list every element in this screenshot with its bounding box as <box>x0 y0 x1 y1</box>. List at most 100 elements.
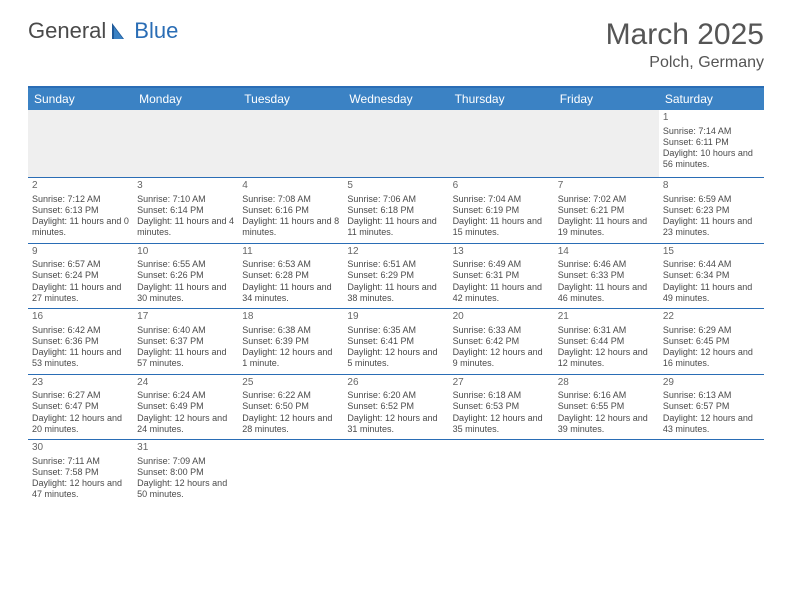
calendar-cell-blank <box>343 110 448 177</box>
sunrise-text: Sunrise: 6:20 AM <box>347 390 444 401</box>
calendar-cell: 7Sunrise: 7:02 AMSunset: 6:21 PMDaylight… <box>554 178 659 243</box>
calendar-cell: 18Sunrise: 6:38 AMSunset: 6:39 PMDayligh… <box>238 309 343 374</box>
daylight-text: Daylight: 11 hours and 27 minutes. <box>32 282 129 305</box>
daylight-text: Daylight: 10 hours and 56 minutes. <box>663 148 760 171</box>
sunset-text: Sunset: 6:29 PM <box>347 270 444 281</box>
weekday-label: Sunday <box>28 88 133 110</box>
day-number: 14 <box>558 246 655 259</box>
day-number: 17 <box>137 311 234 324</box>
weekday-label: Saturday <box>659 88 764 110</box>
calendar-cell: 11Sunrise: 6:53 AMSunset: 6:28 PMDayligh… <box>238 244 343 309</box>
calendar-cell: 21Sunrise: 6:31 AMSunset: 6:44 PMDayligh… <box>554 309 659 374</box>
sunset-text: Sunset: 7:58 PM <box>32 467 129 478</box>
sunrise-text: Sunrise: 6:46 AM <box>558 259 655 270</box>
daylight-text: Daylight: 12 hours and 24 minutes. <box>137 413 234 436</box>
sunrise-text: Sunrise: 6:42 AM <box>32 325 129 336</box>
sunrise-text: Sunrise: 6:38 AM <box>242 325 339 336</box>
sunset-text: Sunset: 6:26 PM <box>137 270 234 281</box>
daylight-text: Daylight: 11 hours and 8 minutes. <box>242 216 339 239</box>
weekday-label: Monday <box>133 88 238 110</box>
calendar-cell-blank <box>28 110 133 177</box>
calendar-week: 30Sunrise: 7:11 AMSunset: 7:58 PMDayligh… <box>28 440 764 505</box>
sunset-text: Sunset: 6:45 PM <box>663 336 760 347</box>
sunrise-text: Sunrise: 7:09 AM <box>137 456 234 467</box>
calendar-cell-blank <box>238 110 343 177</box>
sunset-text: Sunset: 6:24 PM <box>32 270 129 281</box>
day-number: 23 <box>32 377 129 390</box>
calendar-cell: 4Sunrise: 7:08 AMSunset: 6:16 PMDaylight… <box>238 178 343 243</box>
day-number: 25 <box>242 377 339 390</box>
calendar-cell: 30Sunrise: 7:11 AMSunset: 7:58 PMDayligh… <box>28 440 133 505</box>
calendar-cell: 10Sunrise: 6:55 AMSunset: 6:26 PMDayligh… <box>133 244 238 309</box>
sunrise-text: Sunrise: 7:10 AM <box>137 194 234 205</box>
daylight-text: Daylight: 11 hours and 49 minutes. <box>663 282 760 305</box>
calendar-cell-blank <box>449 110 554 177</box>
calendar-cell-blank <box>238 440 343 505</box>
calendar-cell: 6Sunrise: 7:04 AMSunset: 6:19 PMDaylight… <box>449 178 554 243</box>
day-number: 19 <box>347 311 444 324</box>
weekday-header: SundayMondayTuesdayWednesdayThursdayFrid… <box>28 88 764 110</box>
daylight-text: Daylight: 12 hours and 28 minutes. <box>242 413 339 436</box>
day-number: 8 <box>663 180 760 193</box>
sunrise-text: Sunrise: 6:51 AM <box>347 259 444 270</box>
daylight-text: Daylight: 11 hours and 53 minutes. <box>32 347 129 370</box>
day-number: 12 <box>347 246 444 259</box>
sunrise-text: Sunrise: 7:08 AM <box>242 194 339 205</box>
logo-text-1: General <box>28 18 106 44</box>
calendar-cell: 16Sunrise: 6:42 AMSunset: 6:36 PMDayligh… <box>28 309 133 374</box>
calendar-cell: 20Sunrise: 6:33 AMSunset: 6:42 PMDayligh… <box>449 309 554 374</box>
day-number: 29 <box>663 377 760 390</box>
day-number: 24 <box>137 377 234 390</box>
calendar-cell: 9Sunrise: 6:57 AMSunset: 6:24 PMDaylight… <box>28 244 133 309</box>
weekday-label: Wednesday <box>343 88 448 110</box>
day-number: 18 <box>242 311 339 324</box>
day-number: 3 <box>137 180 234 193</box>
sunrise-text: Sunrise: 6:29 AM <box>663 325 760 336</box>
sunset-text: Sunset: 6:16 PM <box>242 205 339 216</box>
daylight-text: Daylight: 12 hours and 12 minutes. <box>558 347 655 370</box>
sunrise-text: Sunrise: 6:49 AM <box>453 259 550 270</box>
sunrise-text: Sunrise: 7:02 AM <box>558 194 655 205</box>
calendar-cell-blank <box>449 440 554 505</box>
calendar-cell: 27Sunrise: 6:18 AMSunset: 6:53 PMDayligh… <box>449 375 554 440</box>
daylight-text: Daylight: 11 hours and 23 minutes. <box>663 216 760 239</box>
daylight-text: Daylight: 12 hours and 31 minutes. <box>347 413 444 436</box>
day-number: 6 <box>453 180 550 193</box>
day-number: 21 <box>558 311 655 324</box>
daylight-text: Daylight: 12 hours and 39 minutes. <box>558 413 655 436</box>
day-number: 2 <box>32 180 129 193</box>
daylight-text: Daylight: 11 hours and 34 minutes. <box>242 282 339 305</box>
sunset-text: Sunset: 6:39 PM <box>242 336 339 347</box>
sunset-text: Sunset: 6:50 PM <box>242 401 339 412</box>
daylight-text: Daylight: 11 hours and 30 minutes. <box>137 282 234 305</box>
day-number: 16 <box>32 311 129 324</box>
calendar-cell: 14Sunrise: 6:46 AMSunset: 6:33 PMDayligh… <box>554 244 659 309</box>
day-number: 22 <box>663 311 760 324</box>
month-title: March 2025 <box>606 18 764 52</box>
day-number: 11 <box>242 246 339 259</box>
sunset-text: Sunset: 6:41 PM <box>347 336 444 347</box>
calendar-cell-blank <box>554 440 659 505</box>
calendar-week: 1Sunrise: 7:14 AMSunset: 6:11 PMDaylight… <box>28 110 764 178</box>
daylight-text: Daylight: 12 hours and 43 minutes. <box>663 413 760 436</box>
day-number: 10 <box>137 246 234 259</box>
day-number: 20 <box>453 311 550 324</box>
day-number: 1 <box>663 112 760 125</box>
day-number: 9 <box>32 246 129 259</box>
sunrise-text: Sunrise: 6:18 AM <box>453 390 550 401</box>
daylight-text: Daylight: 11 hours and 0 minutes. <box>32 216 129 239</box>
sunrise-text: Sunrise: 6:33 AM <box>453 325 550 336</box>
sunrise-text: Sunrise: 6:57 AM <box>32 259 129 270</box>
calendar-cell: 22Sunrise: 6:29 AMSunset: 6:45 PMDayligh… <box>659 309 764 374</box>
sunrise-text: Sunrise: 6:40 AM <box>137 325 234 336</box>
calendar-cell: 28Sunrise: 6:16 AMSunset: 6:55 PMDayligh… <box>554 375 659 440</box>
daylight-text: Daylight: 12 hours and 47 minutes. <box>32 478 129 501</box>
daylight-text: Daylight: 11 hours and 4 minutes. <box>137 216 234 239</box>
calendar-cell-blank <box>554 110 659 177</box>
weekday-label: Thursday <box>449 88 554 110</box>
sunset-text: Sunset: 6:13 PM <box>32 205 129 216</box>
calendar-cell: 1Sunrise: 7:14 AMSunset: 6:11 PMDaylight… <box>659 110 764 177</box>
daylight-text: Daylight: 11 hours and 38 minutes. <box>347 282 444 305</box>
sunrise-text: Sunrise: 6:13 AM <box>663 390 760 401</box>
sunrise-text: Sunrise: 7:12 AM <box>32 194 129 205</box>
